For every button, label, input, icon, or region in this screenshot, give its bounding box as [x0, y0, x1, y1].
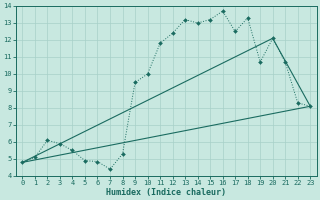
X-axis label: Humidex (Indice chaleur): Humidex (Indice chaleur) — [106, 188, 226, 197]
